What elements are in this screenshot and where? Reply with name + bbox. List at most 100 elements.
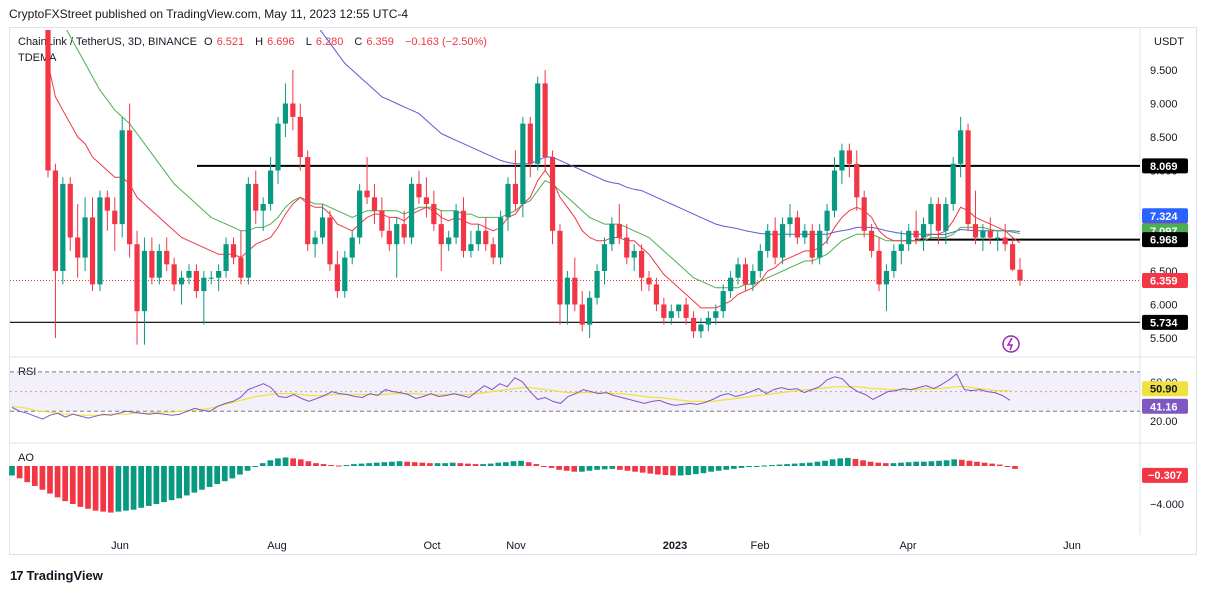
candle-body bbox=[379, 210, 385, 231]
candle bbox=[542, 70, 548, 171]
ao-bar bbox=[373, 462, 380, 466]
candle bbox=[817, 224, 823, 265]
ao-bar bbox=[837, 458, 844, 466]
ao-bar bbox=[244, 466, 251, 471]
candle bbox=[802, 224, 808, 245]
candle bbox=[980, 224, 986, 251]
candle-body bbox=[824, 210, 830, 231]
candle-body bbox=[141, 250, 148, 312]
price-tag: 7.324 bbox=[1142, 208, 1188, 224]
candle-body bbox=[342, 257, 348, 292]
candle bbox=[52, 163, 59, 338]
price-tag: 5.734 bbox=[1142, 314, 1188, 330]
main-pane bbox=[45, 30, 1023, 345]
candle bbox=[290, 70, 296, 131]
candle-body bbox=[883, 271, 890, 285]
ema-slow-line bbox=[319, 30, 1021, 236]
candle-body bbox=[364, 190, 370, 198]
ao-bar bbox=[259, 463, 266, 466]
ao-bar bbox=[525, 462, 532, 466]
candle-body bbox=[238, 257, 244, 278]
ao-bar bbox=[130, 466, 137, 510]
candle bbox=[876, 237, 882, 292]
candle bbox=[527, 116, 533, 178]
candle bbox=[898, 230, 904, 265]
candle-body bbox=[97, 197, 103, 285]
candle-body bbox=[527, 123, 533, 164]
candle bbox=[260, 197, 266, 231]
ao-bar bbox=[996, 464, 1003, 466]
symbol-name[interactable]: ChainLink / TetherUS, 3D, BINANCE bbox=[18, 36, 197, 48]
ao-bar bbox=[822, 460, 828, 466]
ao-bar bbox=[844, 457, 851, 466]
ao-bar bbox=[541, 466, 547, 467]
brand-name: TradingView bbox=[26, 568, 103, 583]
ema-mid-line bbox=[66, 30, 1021, 289]
candle-body bbox=[438, 224, 444, 245]
footer-brand[interactable]: 17 TradingView bbox=[10, 568, 103, 583]
ao-bar bbox=[670, 466, 676, 476]
rsi-ma-line bbox=[11, 386, 1010, 416]
candle-body bbox=[535, 83, 541, 164]
ao-bar bbox=[890, 463, 897, 466]
candle-body bbox=[987, 230, 993, 238]
candle bbox=[520, 116, 526, 218]
ao-bar bbox=[411, 462, 418, 466]
ao-bar bbox=[168, 466, 175, 501]
candle-body bbox=[104, 197, 110, 211]
alert-clock-icon bbox=[1002, 335, 1020, 353]
candle bbox=[386, 217, 392, 251]
candle-body bbox=[512, 183, 519, 204]
candle bbox=[82, 197, 88, 271]
candle-body bbox=[802, 230, 808, 238]
ao-bar bbox=[685, 466, 692, 476]
candle-body bbox=[683, 304, 689, 318]
candle-body bbox=[156, 250, 162, 278]
candle-body bbox=[958, 130, 964, 164]
candle bbox=[757, 244, 763, 278]
candle bbox=[119, 116, 125, 238]
candle bbox=[245, 177, 251, 285]
candle bbox=[624, 224, 630, 265]
candle bbox=[460, 197, 467, 258]
candle bbox=[342, 250, 348, 298]
ao-bar bbox=[875, 462, 882, 466]
candle bbox=[750, 264, 756, 292]
ao-bar bbox=[867, 461, 874, 466]
candle bbox=[572, 257, 578, 312]
candle-body bbox=[549, 157, 556, 231]
ao-bar bbox=[267, 460, 274, 466]
candle-body bbox=[149, 250, 155, 278]
ao-bar bbox=[579, 466, 585, 472]
candle bbox=[223, 237, 229, 278]
candle bbox=[60, 177, 66, 285]
candle bbox=[839, 143, 845, 184]
candle-body bbox=[386, 230, 392, 245]
candle-body bbox=[490, 244, 496, 258]
candle bbox=[97, 190, 103, 292]
ao-bar bbox=[335, 465, 342, 467]
ao-title[interactable]: AO bbox=[18, 452, 34, 464]
candle-body bbox=[498, 217, 504, 258]
candle-body bbox=[557, 230, 563, 305]
ao-bar bbox=[571, 466, 578, 472]
price-tag: 8.069 bbox=[1142, 158, 1188, 174]
candle-body bbox=[609, 224, 615, 245]
candle-body bbox=[839, 150, 845, 171]
candle-body bbox=[817, 230, 823, 258]
ao-bar bbox=[989, 463, 996, 466]
candle-body bbox=[594, 271, 600, 298]
change-value: −0.163 (−2.50%) bbox=[404, 36, 487, 48]
candle bbox=[928, 197, 934, 238]
ao-bar bbox=[472, 464, 479, 466]
candle-body bbox=[542, 83, 548, 158]
price-tick-label: 9.500 bbox=[1150, 65, 1178, 77]
candle-body bbox=[690, 317, 697, 332]
candle bbox=[297, 103, 303, 171]
ao-bar bbox=[768, 465, 775, 467]
candle bbox=[75, 204, 81, 278]
candle-body bbox=[45, 30, 51, 171]
low-label: L bbox=[305, 36, 312, 48]
candle bbox=[824, 204, 830, 245]
